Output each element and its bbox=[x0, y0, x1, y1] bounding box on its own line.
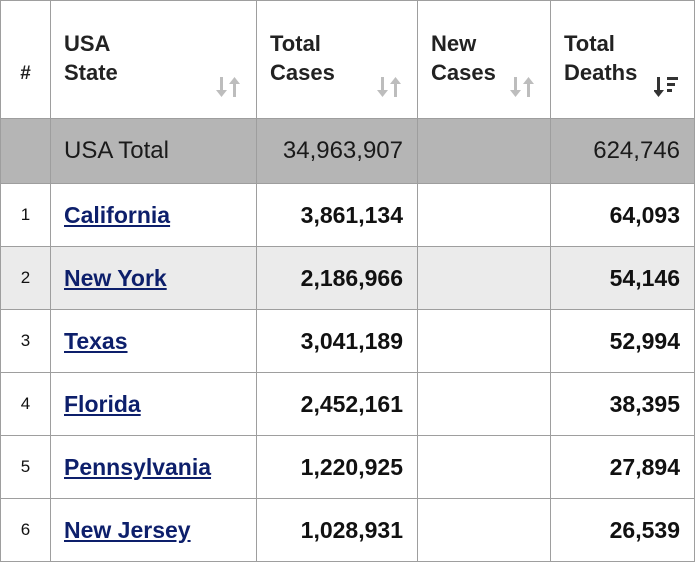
row-new-cases bbox=[417, 183, 551, 247]
sort-up-down-icon[interactable] bbox=[377, 76, 403, 98]
row-state-cell: Pennsylvania bbox=[50, 435, 257, 499]
row-total-cases: 3,861,134 bbox=[256, 183, 418, 247]
table-row: 6 New Jersey 1,028,931 26,539 bbox=[0, 498, 695, 562]
row-new-cases bbox=[417, 246, 551, 310]
total-cases-column-header[interactable]: Total Cases bbox=[256, 0, 418, 119]
row-rank: 6 bbox=[0, 498, 51, 562]
row-rank: 3 bbox=[0, 309, 51, 373]
total-row-rank bbox=[0, 118, 51, 184]
row-state-cell: California bbox=[50, 183, 257, 247]
row-total-deaths: 64,093 bbox=[550, 183, 695, 247]
row-total-cases: 2,452,161 bbox=[256, 372, 418, 436]
row-new-cases bbox=[417, 498, 551, 562]
row-total-deaths: 27,894 bbox=[550, 435, 695, 499]
row-new-cases bbox=[417, 309, 551, 373]
row-rank: 1 bbox=[0, 183, 51, 247]
table-header-row: # USA State Total bbox=[0, 0, 695, 119]
usa-total-row: USA Total 34,963,907 624,746 bbox=[0, 118, 695, 184]
state-link[interactable]: California bbox=[64, 201, 171, 228]
row-total-cases: 1,220,925 bbox=[256, 435, 418, 499]
total-row-total-cases: 34,963,907 bbox=[256, 118, 418, 184]
row-total-deaths: 54,146 bbox=[550, 246, 695, 310]
table-row: 3 Texas 3,041,189 52,994 bbox=[0, 309, 695, 373]
state-link[interactable]: Texas bbox=[64, 327, 128, 354]
table-row: 2 New York 2,186,966 54,146 bbox=[0, 246, 695, 310]
row-total-deaths: 52,994 bbox=[550, 309, 695, 373]
row-state-cell: New Jersey bbox=[50, 498, 257, 562]
sort-descending-icon[interactable] bbox=[654, 76, 680, 98]
state-column-header[interactable]: USA State bbox=[50, 0, 257, 119]
state-link[interactable]: New York bbox=[64, 264, 167, 291]
rank-header-label: # bbox=[20, 62, 31, 84]
row-new-cases bbox=[417, 435, 551, 499]
new-cases-header-line2: Cases bbox=[431, 59, 496, 85]
total-row-label: USA Total bbox=[50, 118, 257, 184]
row-state-cell: New York bbox=[50, 246, 257, 310]
total-cases-header-line1: Total bbox=[270, 30, 321, 56]
state-header-line2: State bbox=[64, 59, 118, 85]
sort-up-down-icon[interactable] bbox=[216, 76, 242, 98]
row-rank: 5 bbox=[0, 435, 51, 499]
state-link[interactable]: Pennsylvania bbox=[64, 453, 212, 480]
table-row: 1 California 3,861,134 64,093 bbox=[0, 183, 695, 247]
row-total-cases: 3,041,189 bbox=[256, 309, 418, 373]
rank-column-header: # bbox=[0, 0, 51, 119]
row-total-cases: 2,186,966 bbox=[256, 246, 418, 310]
state-link[interactable]: Florida bbox=[64, 390, 141, 417]
total-deaths-column-header[interactable]: Total Deaths bbox=[550, 0, 695, 119]
total-row-new-cases bbox=[417, 118, 551, 184]
row-rank: 2 bbox=[0, 246, 51, 310]
row-total-deaths: 38,395 bbox=[550, 372, 695, 436]
new-cases-column-header[interactable]: New Cases bbox=[417, 0, 551, 119]
state-link[interactable]: New Jersey bbox=[64, 516, 191, 543]
row-rank: 4 bbox=[0, 372, 51, 436]
state-header-line1: USA bbox=[64, 30, 111, 56]
sort-up-down-icon[interactable] bbox=[510, 76, 536, 98]
total-row-total-deaths: 624,746 bbox=[550, 118, 695, 184]
new-cases-header-line1: New bbox=[431, 30, 477, 56]
table-row: 5 Pennsylvania 1,220,925 27,894 bbox=[0, 435, 695, 499]
row-total-deaths: 26,539 bbox=[550, 498, 695, 562]
row-state-cell: Florida bbox=[50, 372, 257, 436]
total-deaths-header-line1: Total bbox=[564, 30, 615, 56]
table-row: 4 Florida 2,452,161 38,395 bbox=[0, 372, 695, 436]
row-total-cases: 1,028,931 bbox=[256, 498, 418, 562]
row-state-cell: Texas bbox=[50, 309, 257, 373]
total-deaths-header-line2: Deaths bbox=[564, 59, 638, 85]
row-new-cases bbox=[417, 372, 551, 436]
total-cases-header-line2: Cases bbox=[270, 59, 335, 85]
